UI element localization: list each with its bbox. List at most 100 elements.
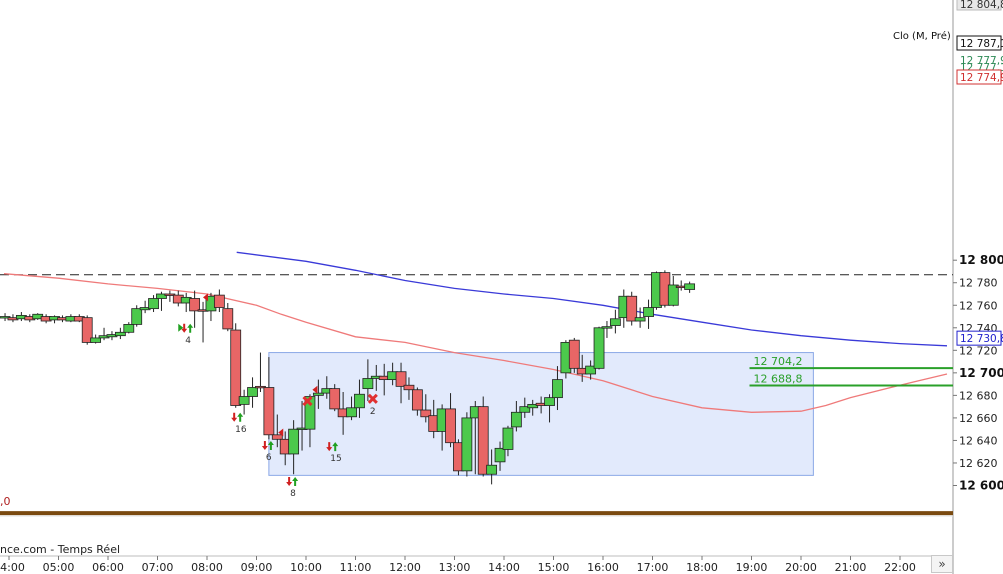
candle (263, 357, 275, 440)
x-tick-label: 10:00 (290, 561, 322, 574)
y-tick-label: 12 660 (959, 412, 998, 425)
price-tag-label: 12 787,1 (960, 38, 1003, 50)
y-tick-label: 12 760 (959, 299, 998, 312)
x-tick-label: 20:00 (785, 561, 817, 574)
x-tick-label: 13:00 (439, 561, 471, 574)
candle-body (643, 307, 654, 317)
candle (131, 305, 143, 327)
candle (626, 291, 638, 326)
candle (123, 322, 135, 334)
candle-body (346, 407, 357, 418)
marker-buy-sell: 15 (326, 442, 342, 464)
buy-arrow-icon (267, 440, 274, 450)
sell-arrow-icon (181, 323, 188, 333)
candle-body (420, 409, 432, 418)
candle (346, 396, 357, 421)
candle (486, 449, 498, 485)
candle-body (230, 329, 242, 406)
candle (362, 359, 374, 402)
candle (238, 389, 250, 415)
candle (510, 401, 522, 432)
y-tick-label: 12 600 (959, 479, 1003, 493)
candle (354, 379, 365, 418)
candle-body (329, 388, 341, 410)
price-tag-box (956, 69, 1002, 85)
marker-buy-sell: 8 (286, 476, 299, 499)
x-tick-label: 04:00 (0, 561, 25, 574)
candle (593, 326, 605, 370)
candle (544, 394, 555, 423)
candle (477, 396, 489, 477)
candle (395, 362, 407, 404)
x-tick-label: 14:00 (488, 561, 520, 574)
candle-body (486, 464, 498, 475)
sell-arrow-icon (261, 440, 268, 450)
marker-count: 6 (266, 453, 272, 463)
y-tick-label: 12 780 (959, 277, 998, 290)
scroll-right-button[interactable]: » (931, 555, 953, 573)
candle (189, 290, 201, 328)
candle (114, 327, 126, 340)
candle (420, 394, 432, 423)
candle (213, 289, 225, 313)
candle-body (247, 387, 258, 397)
sell-arrow-icon (286, 476, 293, 486)
y-tick-label: 12 720 (959, 344, 998, 357)
candle-body (568, 339, 580, 369)
candle-body (684, 283, 696, 290)
marker-buy-sell: 4 (181, 323, 194, 346)
marker-cross: 2 (367, 393, 378, 417)
candle-body (585, 365, 597, 375)
candle (494, 441, 506, 471)
x-tick-label: 17:00 (637, 561, 669, 574)
candle (230, 323, 242, 408)
moving-average-blue (236, 251, 948, 347)
left-edge-label: ,0 (0, 495, 11, 508)
candle (255, 352, 266, 393)
candle (634, 307, 646, 328)
marker-arrow-left-red (278, 428, 284, 437)
x-tick-label: 12:00 (389, 561, 421, 574)
candle-body (123, 324, 135, 333)
price-tag-label: 12 730,8 (960, 333, 1003, 345)
candle (148, 295, 159, 313)
price-tags: 12 804,812 787,112 777,912 777,112 774,9… (956, 0, 1003, 346)
candle-body (494, 447, 506, 463)
signal-markers: 4 16 6 8 15 2 (178, 293, 378, 499)
candle-body (667, 284, 679, 306)
price-tag: 12 774,9 (956, 69, 1003, 85)
marker-count: 16 (235, 425, 247, 435)
candle (502, 425, 514, 457)
candle (461, 412, 473, 477)
price-tag-label: 12 777,9 (960, 55, 1003, 67)
candle (519, 397, 531, 418)
candle (609, 309, 621, 334)
x-tick-label: 08:00 (191, 561, 223, 574)
sell-arrow-icon (231, 412, 238, 422)
candle-body (502, 427, 514, 450)
candle-body (288, 428, 300, 455)
candle-body (395, 371, 407, 387)
candle-body (148, 298, 159, 310)
candle (156, 291, 167, 311)
marker-arrow-left-red (203, 293, 209, 302)
x-tick-label: 06:00 (92, 561, 124, 574)
arrow-left-icon (203, 293, 209, 302)
candle-body (403, 384, 415, 391)
price-levels: 12 704,2 12 688,8 (749, 355, 953, 387)
candle-body (510, 411, 522, 428)
legend-label: Clo (M, Pré) (893, 30, 951, 42)
candle (403, 377, 415, 400)
candle-body (354, 393, 365, 409)
candle-body (445, 408, 456, 444)
price-tag-label: 12 804,8 (960, 0, 1003, 11)
marker-count: 2 (370, 407, 376, 417)
candle-body (271, 434, 283, 440)
candle-body (114, 331, 126, 337)
candle-body (312, 392, 324, 396)
candle-body (156, 293, 167, 299)
candle-body (477, 406, 489, 475)
level-label: 12 688,8 (754, 372, 803, 385)
candle (81, 315, 93, 345)
